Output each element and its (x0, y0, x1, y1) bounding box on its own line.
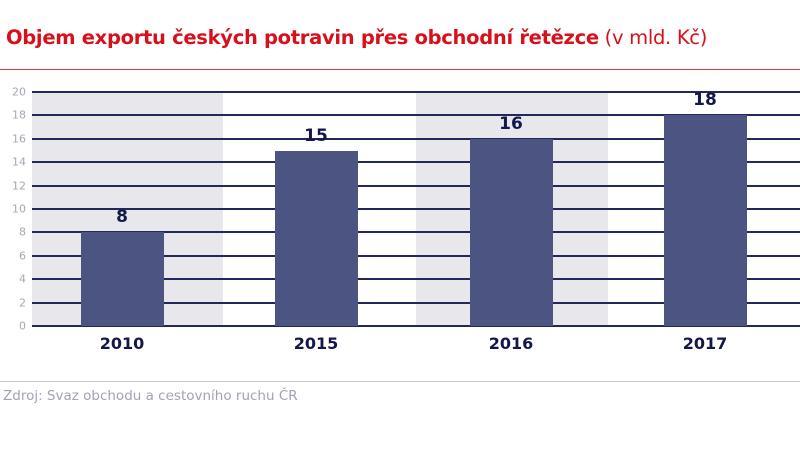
plot-area: 8 15 16 18 (32, 90, 800, 327)
gridline (32, 137, 800, 140)
value-label-2017: 18 (693, 90, 717, 111)
y-tick-label: 18 (12, 108, 26, 122)
y-tick-label: 14 (12, 155, 26, 169)
y-tick-label: 2 (19, 296, 26, 310)
y-tick-label: 0 (19, 319, 26, 333)
y-tick-label: 12 (12, 179, 26, 193)
chart-title-unit: (v mld. Kč) (598, 26, 708, 49)
gridline (32, 231, 800, 234)
gridline (32, 278, 800, 281)
gridline (32, 208, 800, 210)
gridline (32, 325, 800, 327)
source-note: Zdroj: Svaz obchodu a cestovního ruchu Č… (3, 388, 298, 404)
bar-2010 (80, 232, 164, 326)
value-label-2016: 16 (499, 113, 523, 134)
x-label-2015: 2015 (293, 334, 339, 353)
chart-title: Objem exportu českých potravin přes obch… (6, 26, 707, 49)
bar-2017 (663, 115, 747, 326)
value-label-2015: 15 (304, 125, 328, 146)
gridline (32, 301, 800, 304)
x-label-2016: 2016 (488, 334, 534, 353)
x-label-2010: 2010 (99, 334, 145, 353)
gridline (32, 91, 800, 93)
y-tick-label: 6 (19, 249, 26, 263)
chart-title-main: Objem exportu českých potravin přes obch… (6, 26, 599, 49)
gridline (32, 184, 800, 187)
y-tick-label: 8 (19, 225, 26, 239)
value-label-2010: 8 (116, 207, 128, 228)
gridline (32, 114, 800, 117)
bar-2016 (469, 138, 553, 326)
bar-2015 (274, 150, 358, 326)
gridline (32, 254, 800, 257)
gridline (32, 161, 800, 164)
y-tick-label: 16 (12, 132, 26, 146)
x-label-2017: 2017 (682, 334, 728, 353)
title-divider (0, 69, 800, 70)
y-tick-label: 4 (19, 272, 26, 286)
y-tick-label: 20 (12, 85, 26, 99)
y-tick-label: 10 (12, 202, 26, 216)
footer-divider (0, 381, 800, 382)
